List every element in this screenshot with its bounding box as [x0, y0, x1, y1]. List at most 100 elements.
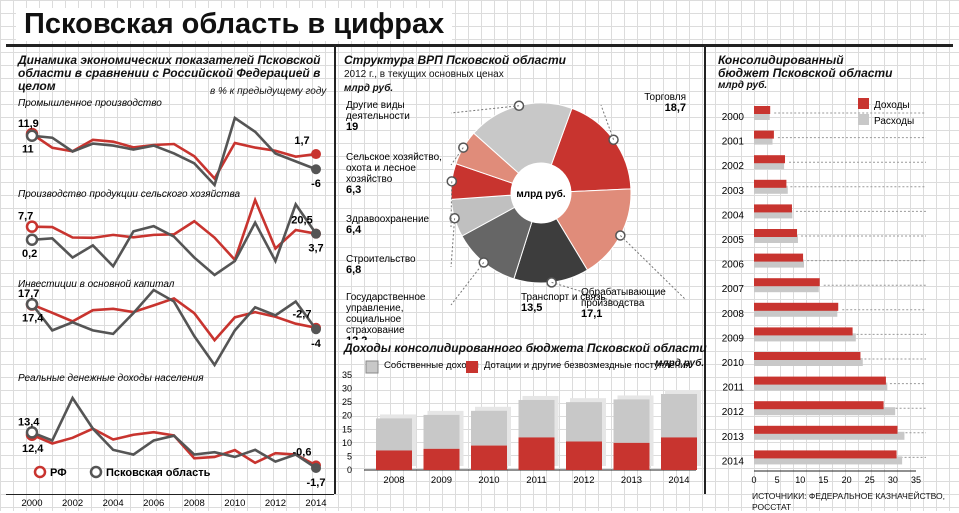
- budget-y-tick-6: 2006: [722, 260, 745, 271]
- series-line-2-0: [32, 298, 316, 340]
- budget-y-tick-0: 2000: [722, 112, 745, 123]
- budget-y-tick-5: 2005: [722, 235, 745, 246]
- start-marker-1-0: [27, 222, 37, 232]
- income-x-tick-3: 2011: [526, 475, 546, 486]
- series-line-0-0: [32, 134, 316, 179]
- income-bar-grant-2: [471, 446, 507, 470]
- x-tick-label-6: 2012: [265, 498, 286, 509]
- start-marker-1-1: [27, 235, 37, 245]
- budget-legend-expense: Расходы: [874, 116, 914, 127]
- start-label-bottom-3: 12,4: [22, 443, 44, 455]
- income-bar-own-5: [614, 399, 650, 442]
- pie-title: Структура ВРП Псковской области: [344, 54, 566, 67]
- income-bar-grant-0: [376, 450, 412, 470]
- income-bar-grant-1: [424, 449, 460, 470]
- pie-marker-7: [515, 101, 524, 110]
- income-bar-own-6: [661, 394, 697, 437]
- income-x-tick-4: 2012: [573, 475, 594, 486]
- budget-x-tick-5: 25: [865, 475, 875, 485]
- budget-y-tick-7: 2007: [722, 284, 745, 295]
- line-charts: Промышленное производство11,9111,7-6Прои…: [0, 0, 340, 511]
- start-label-bottom-1: 0,2: [22, 248, 37, 260]
- income-bar-own-0: [376, 418, 412, 450]
- budget-bar-income-5: [754, 229, 797, 237]
- end-label-top-1: 20,5: [291, 215, 312, 227]
- budget-bar-income-6: [754, 254, 803, 262]
- end-marker-0-0: [311, 149, 321, 159]
- budget-legend-expense-swatch: [858, 114, 869, 125]
- budget-x-tick-7: 35: [911, 475, 921, 485]
- pie-value-7: 19: [346, 121, 358, 133]
- start-label-top-1: 7,7: [18, 211, 33, 223]
- series-line-1-0: [32, 200, 316, 260]
- start-label-top-2: 17,7: [18, 288, 39, 300]
- income-legend-grant-swatch: [466, 361, 478, 373]
- legend-rf-label: РФ: [50, 467, 67, 479]
- income-bar-own-1: [424, 415, 460, 449]
- budget-bar-income-10: [754, 352, 860, 360]
- pie-marker-0: [609, 135, 618, 144]
- line-chart-title-0: Промышленное производство: [18, 98, 162, 109]
- income-x-tick-5: 2013: [621, 475, 642, 486]
- income-y-tick-1: 5: [347, 451, 352, 461]
- pie-value-3: 12,2: [346, 335, 367, 340]
- budget-y-tick-12: 2012: [722, 407, 745, 418]
- pie-value-1: 17,1: [581, 308, 602, 320]
- income-bar-grant-5: [614, 443, 650, 470]
- budget-legend-income: Доходы: [874, 100, 910, 111]
- budget-y-tick-14: 2014: [722, 456, 745, 467]
- income-x-tick-2: 2010: [478, 475, 499, 486]
- income-y-tick-5: 25: [342, 397, 352, 407]
- income-x-tick-0: 2008: [383, 475, 404, 486]
- end-marker-0-1: [311, 164, 321, 174]
- budget-bar-income-7: [754, 278, 820, 286]
- x-tick-label-1: 2002: [62, 498, 83, 509]
- end-marker-1-1: [311, 229, 321, 239]
- budget-x-tick-6: 30: [888, 475, 898, 485]
- budget-bar-income-4: [754, 204, 792, 212]
- end-marker-3-1: [311, 463, 321, 473]
- pie-value-5: 6,4: [346, 224, 362, 236]
- budget-y-tick-4: 2004: [722, 210, 745, 221]
- income-y-tick-7: 35: [342, 370, 352, 380]
- budget-bar-income-0: [754, 106, 770, 114]
- income-y-tick-0: 0: [347, 465, 352, 475]
- pie-value-0: 18,7: [665, 102, 686, 114]
- budget-bar-income-1: [754, 131, 774, 139]
- start-label-bottom-2: 17,4: [22, 313, 44, 325]
- end-label-bottom-1: 3,7: [308, 243, 323, 255]
- income-y-tick-6: 30: [342, 384, 352, 394]
- budget-y-tick-9: 2009: [722, 333, 745, 344]
- budget-legend-income-swatch: [858, 98, 869, 109]
- end-marker-2-1: [311, 324, 321, 334]
- budget-y-tick-3: 2003: [722, 186, 745, 197]
- budget-bar-chart: ДоходыРасходы200020012002200320042005200…: [706, 90, 959, 495]
- budget-bar-income-3: [754, 180, 786, 188]
- end-label-bottom-0: -6: [311, 178, 321, 190]
- income-x-tick-1: 2009: [431, 475, 452, 486]
- legend-pskov-label: Псковская область: [106, 467, 211, 479]
- end-label-top-2: -2,7: [293, 309, 312, 321]
- line-chart-title-3: Реальные денежные доходы населения: [18, 373, 204, 384]
- x-tick-label-3: 2006: [143, 498, 164, 509]
- x-tick-label-4: 2008: [184, 498, 205, 509]
- income-legend-own-swatch: [366, 361, 378, 373]
- budget-x-tick-4: 20: [842, 475, 852, 485]
- start-marker-2-1: [27, 299, 37, 309]
- income-bar-grant-4: [566, 442, 602, 471]
- x-tick-label-2: 2004: [103, 498, 124, 509]
- legend-pskov-marker: [91, 467, 101, 477]
- end-label-bottom-3: -1,7: [307, 477, 326, 489]
- pie-center-label: млрд руб.: [516, 188, 565, 200]
- income-y-tick-4: 20: [342, 411, 352, 421]
- pie-leader-3: [451, 262, 484, 305]
- pie-leader-4: [451, 218, 455, 267]
- line-chart-title-1: Производство продукции сельского хозяйст…: [18, 189, 241, 200]
- income-bar-own-2: [471, 411, 507, 446]
- budget-x-tick-3: 15: [818, 475, 828, 485]
- series-line-3-1: [32, 398, 316, 468]
